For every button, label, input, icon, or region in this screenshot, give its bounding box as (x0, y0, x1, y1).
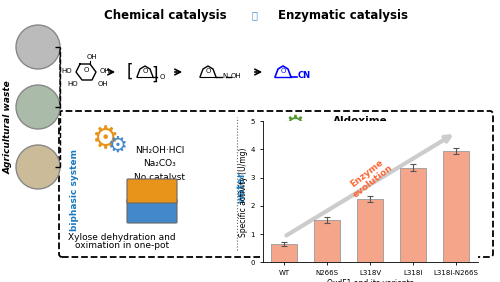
Bar (443, 151, 469, 262)
Text: ⚙: ⚙ (282, 113, 308, 141)
Text: HO: HO (62, 68, 72, 74)
Text: Enzyme
evolution: Enzyme evolution (345, 155, 395, 200)
Text: O: O (84, 67, 88, 73)
Text: O: O (206, 68, 210, 74)
Text: Enzymatic catalysis: Enzymatic catalysis (278, 9, 408, 22)
Text: ⚙: ⚙ (108, 136, 128, 156)
FancyBboxPatch shape (59, 111, 493, 257)
Bar (314, 220, 340, 262)
Text: CN: CN (298, 72, 311, 80)
Text: N: N (222, 73, 227, 79)
Text: 🔗: 🔗 (251, 10, 257, 20)
FancyBboxPatch shape (127, 179, 177, 203)
Bar (357, 199, 383, 262)
Text: [: [ (127, 63, 133, 81)
Text: O: O (280, 68, 285, 74)
Y-axis label: Specific activity (U/mg): Specific activity (U/mg) (238, 147, 248, 237)
Text: Aldoxime
dehydratase: Aldoxime dehydratase (323, 116, 397, 138)
Text: O: O (160, 74, 166, 80)
FancyBboxPatch shape (127, 199, 177, 223)
X-axis label: OxdF1 and its varients: OxdF1 and its varients (326, 279, 414, 282)
Text: ]: ] (152, 66, 158, 84)
Text: Chemical catalysis: Chemical catalysis (104, 9, 226, 22)
Text: O: O (142, 68, 148, 74)
Text: OH: OH (231, 73, 241, 79)
Text: OH: OH (98, 81, 108, 87)
Circle shape (16, 25, 60, 69)
Text: HO: HO (68, 81, 78, 87)
Text: Xylose dehydration and: Xylose dehydration and (68, 233, 176, 243)
Text: NH₂OH·HCl
Na₂CO₃
No catalyst: NH₂OH·HCl Na₂CO₃ No catalyst (134, 146, 186, 182)
Text: OH: OH (86, 54, 98, 60)
Text: biphasic system: biphasic system (70, 149, 79, 231)
Circle shape (16, 85, 60, 129)
Bar (400, 168, 426, 262)
Text: OH: OH (100, 68, 110, 74)
Text: Agricultural waste: Agricultural waste (4, 80, 13, 174)
Text: water: water (237, 171, 247, 203)
Bar (271, 244, 297, 262)
Text: oximation in one-pot: oximation in one-pot (75, 241, 169, 250)
Text: ⚙: ⚙ (92, 125, 118, 155)
Circle shape (16, 145, 60, 189)
